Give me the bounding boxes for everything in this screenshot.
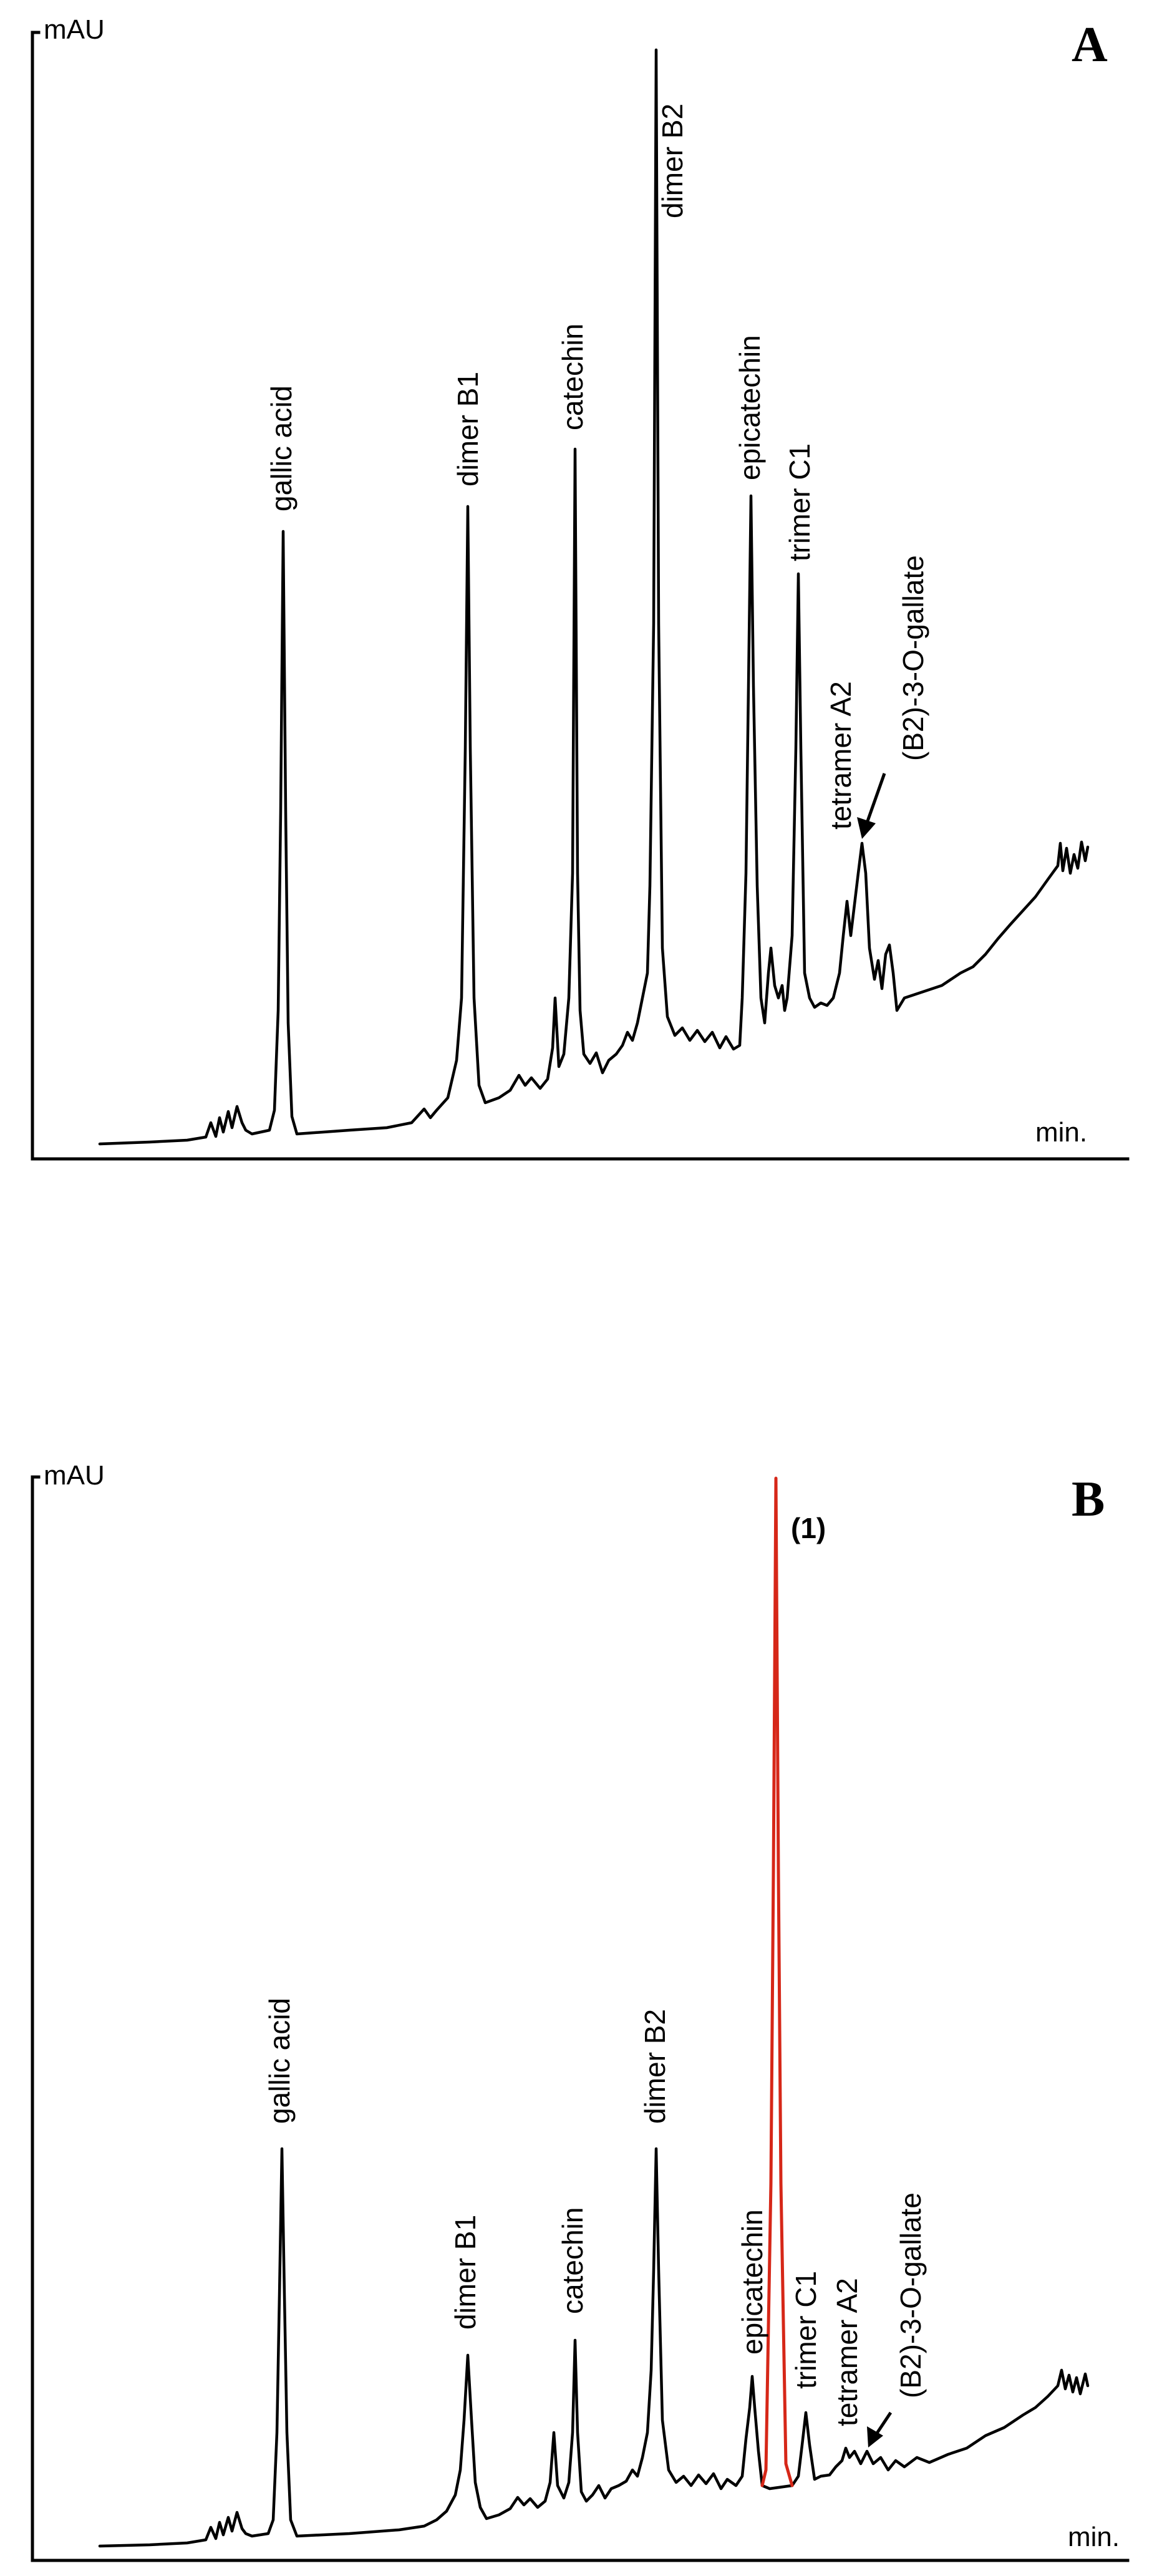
- panel-b-peak-label-catechin: catechin: [556, 2207, 589, 2314]
- panel-b-gallate-arrowhead: [867, 2426, 883, 2448]
- panel-b-letter: B: [1072, 1472, 1105, 1527]
- panel-b-peak-label-dimer-b2: dimer B2: [639, 2009, 671, 2124]
- panel-b-compound-1-label: (1): [791, 1512, 826, 1544]
- panel-a-chromatogram-trace: [98, 48, 1090, 1146]
- panel-b-peak-label-gallic-acid: gallic acid: [263, 1998, 296, 2124]
- panel-b-y-axis-label: mAU: [44, 1460, 105, 1491]
- panel-a-peak-label-dimer-b2: dimer B2: [656, 104, 689, 218]
- panel-b-compound-1-peak: [760, 1476, 794, 2487]
- panel-b-x-axis-label: min.: [1068, 2522, 1120, 2552]
- panel-a-peak-label-tetramer-a2: tetramer A2: [825, 681, 857, 830]
- panel-a: mAU min. A gallic acid dimer B1 catechin…: [31, 14, 1130, 1161]
- panel-b-peak-label-b2-3-o-gallate: (B2)-3-O-gallate: [894, 2192, 927, 2398]
- panel-a-peak-label-gallic-acid: gallic acid: [265, 385, 298, 511]
- panel-a-peak-label-catechin: catechin: [556, 324, 589, 430]
- panel-a-peak-label-dimer-b1: dimer B1: [452, 372, 484, 487]
- panel-a-peak-label-trimer-c1: trimer C1: [783, 443, 816, 561]
- panel-b: mAU min. B (1) gallic acid dimer B1 cate…: [31, 1460, 1130, 2562]
- panel-b-chromatogram-trace: [98, 2147, 1090, 2548]
- panel-a-x-axis-label: min.: [1035, 1117, 1087, 1148]
- panel-a-axes: [31, 31, 1130, 1161]
- panel-b-peak-label-dimer-b1: dimer B1: [449, 2215, 482, 2330]
- panel-a-gallate-arrowhead: [857, 817, 876, 839]
- panel-a-peak-label-epicatechin: epicatechin: [733, 335, 766, 480]
- panel-b-peak-label-tetramer-a2: tetramer A2: [831, 2278, 863, 2426]
- panel-a-y-axis-label: mAU: [44, 14, 105, 45]
- panel-b-axes: [31, 1475, 1130, 2562]
- panel-a-letter: A: [1072, 17, 1108, 72]
- panel-b-peak-label-epicatechin: epicatechin: [736, 2209, 768, 2355]
- panel-b-peak-label-trimer-c1: trimer C1: [790, 2271, 822, 2389]
- panel-a-gallate-arrow: [864, 773, 886, 825]
- panel-a-peak-label-b2-3-o-gallate: (B2)-3-O-gallate: [897, 555, 929, 761]
